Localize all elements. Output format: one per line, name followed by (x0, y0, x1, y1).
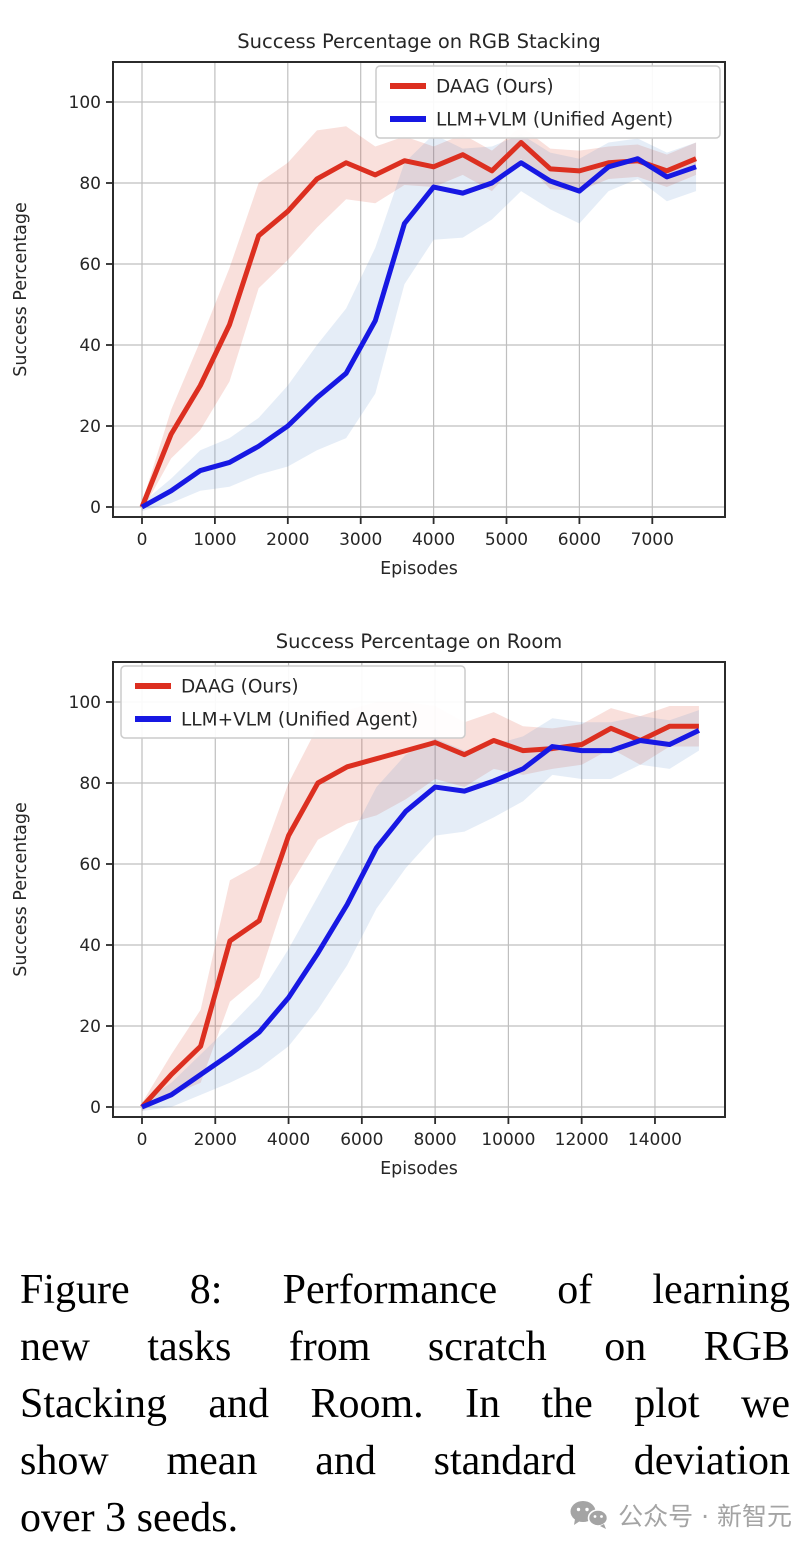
legend-label: LLM+VLM (Unified Agent) (436, 110, 673, 131)
x-tick-label: 12000 (555, 1130, 609, 1150)
x-axis-label: Episodes (380, 1159, 458, 1179)
chart-title: Success Percentage on RGB Stacking (237, 30, 600, 53)
std-band (142, 134, 697, 512)
x-tick-label: 6000 (558, 530, 601, 550)
y-tick-label: 40 (79, 336, 101, 356)
x-tick-label: 2000 (266, 530, 309, 550)
x-axis-label: Episodes (380, 559, 458, 579)
x-tick-label: 14000 (628, 1130, 682, 1150)
x-tick-label: 2000 (194, 1130, 237, 1150)
y-tick-label: 60 (79, 255, 101, 275)
legend-box (120, 665, 466, 739)
x-tick-label: 1000 (193, 530, 236, 550)
caption-line: Figure 8: Performance of learning (20, 1267, 790, 1313)
plot-border (112, 61, 726, 518)
y-tick-label: 20 (79, 417, 101, 437)
legend-label: DAAG (Ours) (436, 77, 554, 98)
y-tick-label: 100 (69, 93, 101, 113)
y-axis-label: Success Percentage (11, 802, 31, 976)
std-band (142, 710, 699, 1112)
x-tick-label: 3000 (339, 530, 382, 550)
series-line-1 (140, 156, 697, 510)
y-tick-label: 100 (69, 693, 101, 713)
y-axis-label: Success Percentage (11, 202, 31, 376)
x-tick-label: 5000 (485, 530, 528, 550)
x-tick-label: 10000 (481, 1130, 535, 1150)
y-tick-label: 0 (90, 498, 101, 518)
chart-title: Success Percentage on Room (276, 630, 563, 653)
x-tick-label: 6000 (340, 1130, 383, 1150)
y-tick-label: 0 (90, 1098, 101, 1118)
plot-border (112, 661, 726, 1118)
caption-line: show mean and standard deviation (20, 1438, 790, 1484)
wechat-icon (570, 1501, 609, 1529)
x-tick-label: 7000 (631, 530, 674, 550)
x-tick-label: 8000 (413, 1130, 456, 1150)
legend-label: LLM+VLM (Unified Agent) (181, 710, 418, 731)
y-tick-label: 60 (79, 855, 101, 875)
y-tick-label: 40 (79, 936, 101, 956)
watermark: 公众号 · 新智元 (569, 1497, 792, 1533)
series-line-0 (139, 140, 698, 508)
x-tick-label: 4000 (412, 530, 455, 550)
y-tick-label: 80 (79, 174, 101, 194)
std-band (142, 702, 699, 1112)
legend-box (375, 65, 721, 139)
x-tick-label: 4000 (267, 1130, 310, 1150)
caption-line: over 3 seeds. (20, 1495, 239, 1541)
watermark-text: 公众号 · 新智元 (618, 1502, 792, 1531)
caption-line: new tasks from scratch on RGB (20, 1324, 790, 1370)
rgb-stacking-chart: 0 1000 2000 3000 4000 5000 6000 7000 0 20 40 60 80 10… (11, 30, 726, 579)
series-line-1 (141, 728, 701, 1110)
legend-label: DAAG (Ours) (181, 677, 299, 698)
x-tick-label: 0 (137, 530, 148, 550)
room-chart: 0 2000 4000 6000 8000 10000 12000 14000 0 20 40 60 8… (11, 630, 726, 1179)
y-tick-label: 80 (79, 774, 101, 794)
y-tick-label: 20 (79, 1017, 101, 1037)
x-tick-label: 0 (137, 1130, 148, 1150)
std-band (142, 126, 697, 512)
series-line-0 (140, 723, 699, 1109)
figure-caption: Figure 8: Performance of learning new ta… (0, 1262, 808, 1547)
caption-line: Stacking and Room. In the plot we (20, 1381, 790, 1427)
